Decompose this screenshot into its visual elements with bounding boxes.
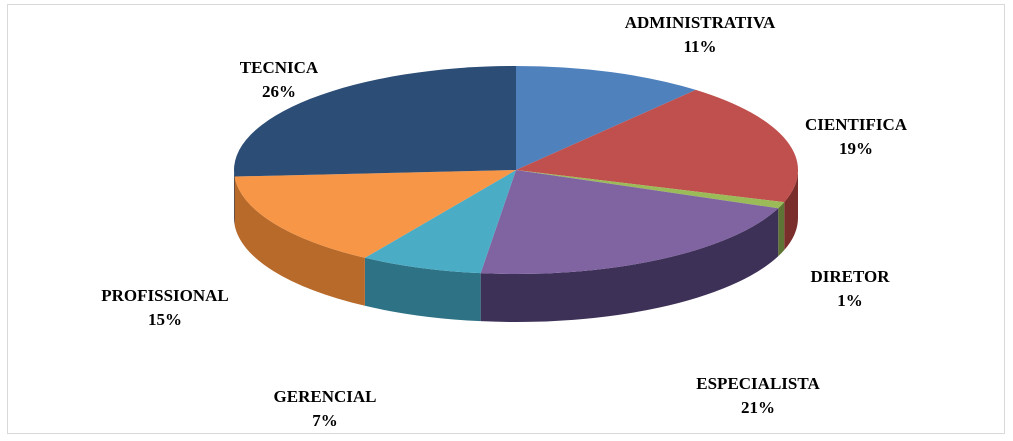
- pie-tops: [234, 66, 798, 274]
- slice-label-profissional: PROFISSIONAL: [101, 286, 229, 305]
- pie-side-profissional: [234, 176, 365, 306]
- slice-percent-gerencial: 7%: [312, 411, 338, 430]
- pie-slice-diretor: [516, 170, 785, 209]
- slice-label-administrativa: ADMINISTRATIVA: [625, 13, 776, 32]
- pie-slice-tecnica: [234, 66, 516, 177]
- slice-percent-profissional: 15%: [148, 310, 182, 329]
- slice-percent-tecnica: 26%: [262, 82, 296, 101]
- slice-percent-cientifica: 19%: [839, 139, 873, 158]
- pie-side-diretor: [778, 202, 785, 257]
- slice-label-diretor: DIRETOR: [810, 267, 890, 286]
- pie-slice-especialista: [480, 170, 779, 274]
- slice-percent-administrativa: 11%: [683, 37, 716, 56]
- slice-percent-especialista: 21%: [741, 398, 775, 417]
- pie-side-gerencial: [364, 257, 481, 322]
- pie-slice-administrativa: [516, 66, 696, 170]
- slice-percent-diretor: 1%: [837, 291, 863, 310]
- pie-side-especialista: [480, 208, 779, 322]
- pie-side-tecnica: [234, 170, 235, 225]
- slice-label-gerencial: GERENCIAL: [274, 387, 377, 406]
- slice-label-tecnica: TECNICA: [240, 58, 319, 77]
- pie-slice-gerencial: [364, 170, 516, 274]
- slice-label-cientifica: CIENTIFICA: [805, 115, 908, 134]
- slice-label-especialista: ESPECIALISTA: [696, 374, 820, 393]
- pie-slice-cientifica: [516, 89, 798, 203]
- pie-slice-profissional: [234, 170, 516, 258]
- pie-sides: [234, 170, 798, 322]
- pie-side-cientifica: [784, 170, 798, 251]
- pie-labels: ADMINISTRATIVA 11% CIENTIFICA 19% DIRETOR 1% E…: [101, 13, 907, 430]
